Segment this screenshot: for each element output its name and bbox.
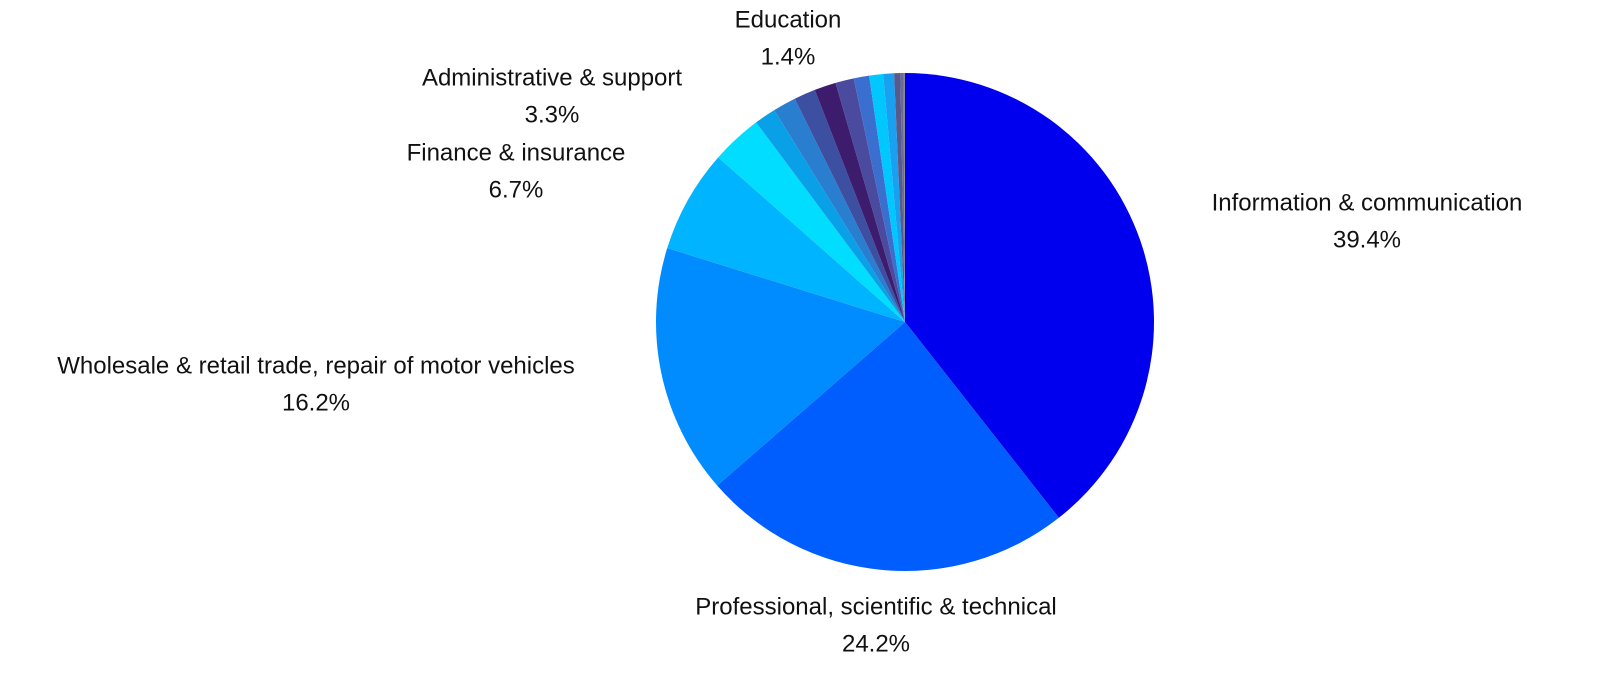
pie-slice — [774, 98, 905, 322]
slice-label: Administrative & support — [422, 64, 682, 91]
slice-value-label: 1.4% — [761, 43, 816, 70]
slice-label: Information & communication — [1212, 189, 1523, 216]
pie-slice — [718, 122, 905, 322]
pie-slice — [903, 73, 905, 322]
pie-slice — [835, 78, 905, 323]
slice-value-label: 16.2% — [282, 389, 350, 416]
slice-value-label: 3.3% — [525, 101, 580, 128]
pie-slice — [900, 73, 905, 322]
pie-slice — [883, 73, 905, 322]
slice-value-label: 24.2% — [842, 630, 910, 657]
slice-label: Professional, scientific & technical — [695, 593, 1057, 620]
pie-slice — [894, 73, 905, 322]
pie-slice — [869, 73, 905, 322]
pie-slice — [814, 82, 905, 322]
slice-label: Finance & insurance — [407, 139, 626, 166]
slice-label: Wholesale & retail trade, repair of moto… — [57, 352, 575, 379]
pie-slice — [656, 248, 905, 486]
pie-slice — [756, 110, 905, 322]
pie-slice — [905, 73, 1154, 518]
slice-label: Education — [735, 6, 842, 33]
slice-value-label: 6.7% — [489, 176, 544, 203]
slice-value-label: 39.4% — [1333, 226, 1401, 253]
pie-slice — [794, 89, 905, 322]
pie-slice — [717, 322, 1059, 571]
pie-slice — [667, 157, 905, 322]
pie-slice — [853, 75, 905, 322]
